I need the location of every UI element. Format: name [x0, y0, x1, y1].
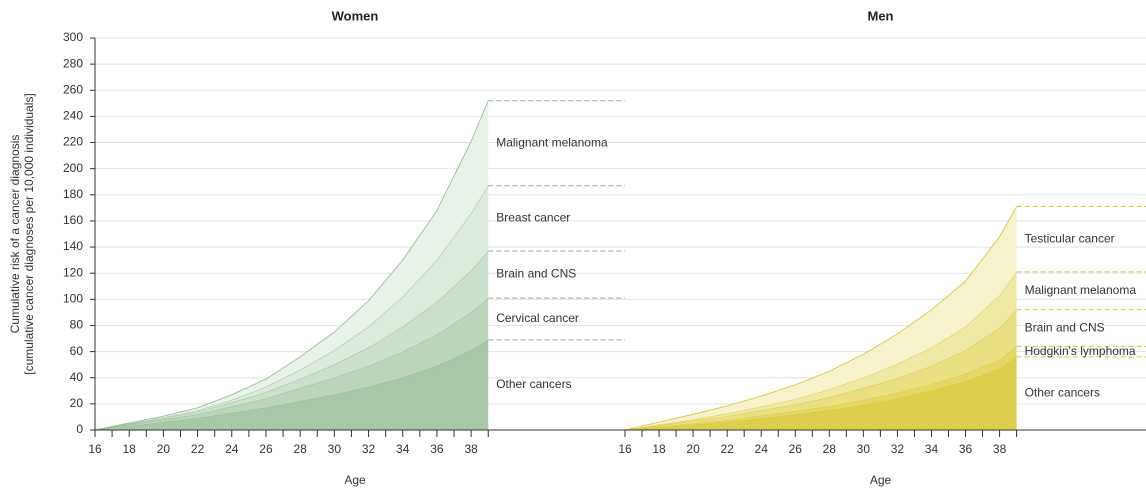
- series-label: Malignant melanoma: [496, 135, 608, 149]
- series-label: Brain and CNS: [496, 267, 576, 281]
- area: [95, 100, 489, 430]
- series-label: Other cancers: [1025, 386, 1100, 400]
- x-tick-label: 16: [618, 442, 632, 456]
- x-tick-label: 34: [396, 442, 410, 456]
- y-tick-label: 300: [63, 30, 83, 44]
- x-tick-label: 18: [652, 442, 666, 456]
- x-tick-label: 16: [88, 442, 102, 456]
- y-tick-label: 80: [70, 318, 84, 332]
- x-tick-label: 22: [720, 442, 734, 456]
- x-tick-label: 18: [123, 442, 137, 456]
- x-tick-label: 28: [293, 442, 307, 456]
- area: [625, 309, 1017, 430]
- x-tick-label: 36: [959, 442, 973, 456]
- x-tick-label: 34: [925, 442, 939, 456]
- panel: Other cancers Hodgkin's lymphoma Brain and…: [618, 8, 1146, 487]
- chart-title: Men: [868, 8, 894, 23]
- area: [625, 346, 1017, 430]
- y-axis-label: [cumulative cancer diagnoses per 10,000 …: [22, 93, 36, 375]
- area: [95, 250, 489, 430]
- x-tick-label: 24: [225, 442, 239, 456]
- y-tick-label: 120: [63, 265, 83, 279]
- x-tick-label: 32: [362, 442, 376, 456]
- series-label: Hodgkin's lymphoma: [1025, 344, 1136, 358]
- y-tick-label: 160: [63, 213, 83, 227]
- y-tick-label: 60: [70, 344, 84, 358]
- area: [625, 271, 1017, 430]
- x-tick-label: 30: [328, 442, 342, 456]
- x-tick-label: 38: [464, 442, 478, 456]
- x-tick-label: 26: [259, 442, 273, 456]
- x-tick-label: 32: [891, 442, 905, 456]
- area: [625, 206, 1017, 430]
- x-tick-label: 20: [157, 442, 171, 456]
- x-tick-label: 24: [755, 442, 769, 456]
- y-tick-label: 280: [63, 56, 83, 70]
- y-tick-label: 200: [63, 161, 83, 175]
- y-tick-label: 240: [63, 109, 83, 123]
- area: [95, 339, 489, 430]
- area: [95, 185, 489, 430]
- series-label: Brain and CNS: [1025, 320, 1105, 334]
- x-tick-label: 28: [823, 442, 837, 456]
- y-tick-label: 140: [63, 239, 83, 253]
- area: [95, 298, 489, 430]
- x-tick-label: 38: [993, 442, 1007, 456]
- x-axis-label: Age: [344, 473, 366, 487]
- y-tick-label: 100: [63, 292, 83, 306]
- y-tick-label: 40: [70, 370, 84, 384]
- series-label: Cervical cancer: [496, 311, 579, 325]
- area: [625, 356, 1017, 430]
- series-label: Malignant melanoma: [1025, 283, 1137, 297]
- y-tick-label: 20: [70, 396, 84, 410]
- x-tick-label: 26: [789, 442, 803, 456]
- panel: 0 20 40 60 80 100 120 140 160 180 200 220 240 260 280 3…: [8, 8, 625, 487]
- y-tick-label: 0: [76, 422, 83, 436]
- series-label: Other cancers: [496, 377, 571, 391]
- series-label: Testicular cancer: [1025, 231, 1115, 245]
- x-tick-label: 36: [430, 442, 444, 456]
- area-edge: [624, 206, 1017, 431]
- y-tick-label: 220: [63, 135, 83, 149]
- x-tick-label: 30: [857, 442, 871, 456]
- x-tick-label: 20: [686, 442, 700, 456]
- area-edge: [94, 100, 489, 431]
- y-axis-label: Cumulative risk of a cancer diagnosis: [8, 135, 22, 334]
- y-tick-label: 180: [63, 187, 83, 201]
- x-axis-label: Age: [870, 473, 892, 487]
- chart-title: Women: [332, 8, 379, 23]
- series-label: Breast cancer: [496, 210, 570, 224]
- y-tick-label: 260: [63, 82, 83, 96]
- x-tick-label: 22: [191, 442, 205, 456]
